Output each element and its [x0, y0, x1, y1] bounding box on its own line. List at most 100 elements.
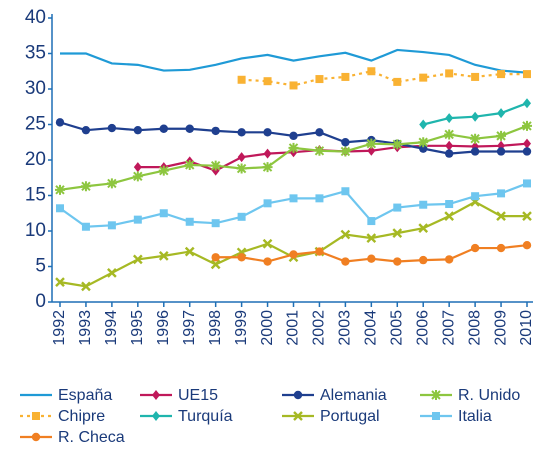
marker	[419, 144, 428, 153]
marker	[315, 75, 324, 84]
marker	[133, 215, 142, 224]
marker	[496, 147, 506, 156]
marker	[262, 238, 273, 249]
y-tick-label: 20	[25, 149, 46, 170]
x-tick-label: 2000	[259, 310, 276, 346]
marker	[432, 412, 440, 420]
marker	[366, 138, 377, 149]
marker	[497, 70, 506, 79]
marker	[237, 152, 246, 163]
marker	[418, 223, 429, 234]
marker	[523, 98, 531, 109]
legend-item: España	[20, 387, 112, 404]
y-tick-label: 5	[35, 256, 46, 277]
marker	[431, 390, 441, 400]
legend-item: R. Checa	[20, 429, 125, 446]
marker	[444, 149, 454, 158]
marker	[445, 69, 454, 78]
marker	[392, 228, 403, 238]
marker	[55, 184, 65, 195]
x-tick-label: 1998	[207, 310, 224, 346]
marker	[419, 119, 428, 130]
y-tick-label: 15	[25, 185, 46, 206]
y-tick-label: 25	[25, 114, 46, 135]
marker	[263, 199, 272, 208]
marker	[152, 411, 160, 421]
marker	[445, 200, 454, 209]
marker	[445, 113, 454, 124]
marker	[367, 254, 376, 263]
marker	[210, 259, 221, 270]
x-tick-label: 2001	[285, 310, 302, 346]
y-tick-label: 35	[25, 43, 46, 64]
marker	[237, 75, 246, 84]
x-tick-label: 2005	[388, 310, 405, 346]
marker	[55, 277, 65, 287]
marker	[158, 251, 169, 261]
marker	[471, 111, 480, 122]
legend-label: UE15	[178, 387, 218, 404]
marker	[262, 162, 273, 173]
marker	[367, 217, 376, 226]
marker	[341, 72, 350, 81]
marker	[133, 125, 143, 135]
marker	[56, 204, 64, 213]
marker	[393, 203, 402, 212]
marker	[236, 163, 247, 174]
marker	[184, 159, 195, 170]
y-tick-label: 30	[25, 78, 46, 99]
marker	[367, 145, 376, 156]
marker	[522, 147, 532, 156]
marker	[184, 246, 195, 257]
marker	[444, 255, 454, 264]
x-tick-label: 1994	[103, 310, 120, 346]
marker	[497, 108, 506, 119]
marker	[470, 133, 481, 144]
series-line	[59, 182, 528, 228]
marker	[237, 128, 246, 137]
legend-label: Chipre	[58, 408, 105, 425]
marker	[32, 412, 40, 420]
x-tick-label: 1999	[233, 310, 250, 346]
marker	[496, 243, 506, 253]
marker	[315, 247, 324, 256]
marker	[185, 217, 194, 226]
legend-item: Turquía	[140, 408, 233, 425]
legend-item: R. Unido	[420, 387, 520, 404]
marker	[289, 194, 298, 203]
marker	[418, 137, 429, 148]
marker	[263, 77, 272, 86]
marker	[419, 255, 428, 265]
legend-label: R. Unido	[458, 387, 520, 404]
x-tick-label: 1996	[155, 310, 172, 346]
x-tick-label: 2004	[363, 310, 380, 346]
marker	[237, 212, 246, 221]
y-tick-label: 0	[35, 291, 46, 312]
x-tick-label: 1993	[77, 310, 94, 346]
marker	[107, 268, 117, 278]
marker	[341, 257, 350, 266]
marker	[80, 181, 91, 192]
marker	[523, 179, 531, 188]
legend-item: Alemania	[282, 387, 387, 404]
series-line	[60, 48, 528, 74]
marker	[289, 131, 298, 141]
x-tick-label: 1992	[51, 310, 68, 346]
legend-item: Chipre	[20, 408, 105, 425]
series-line	[241, 70, 527, 87]
marker	[107, 123, 117, 133]
marker	[263, 128, 272, 137]
marker	[133, 162, 142, 173]
legend-item: UE15	[140, 387, 218, 404]
marker	[55, 118, 65, 127]
marker	[289, 81, 298, 90]
x-tick-label: 1995	[129, 310, 146, 346]
y-tick-label: 10	[25, 220, 46, 241]
series-line	[59, 200, 527, 288]
marker	[470, 243, 480, 253]
marker	[31, 432, 41, 442]
marker	[445, 140, 454, 151]
marker	[314, 145, 325, 156]
y-tick-label: 40	[25, 7, 46, 28]
